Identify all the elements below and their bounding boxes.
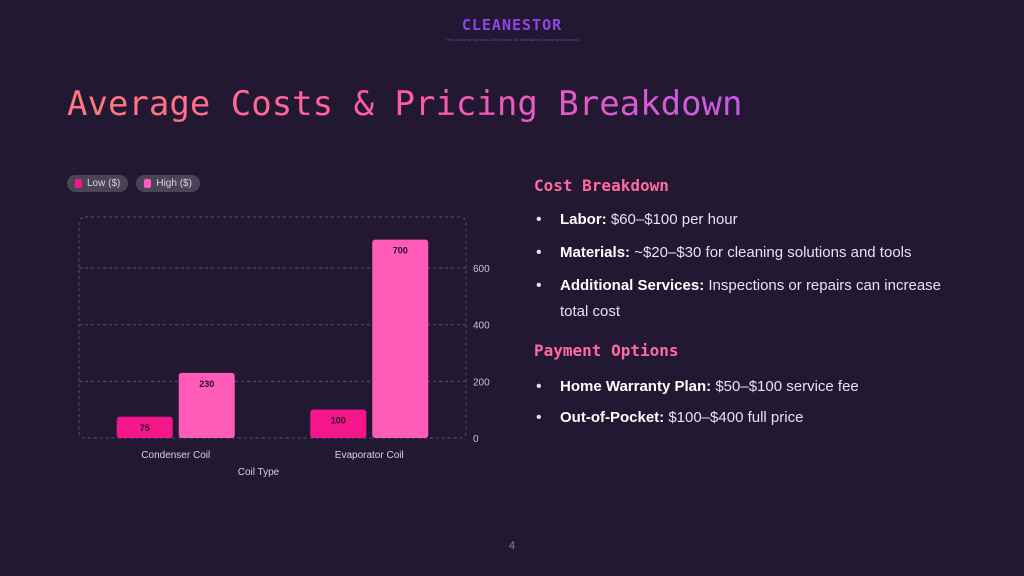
list-item: Additional Services: Inspections or repa… (534, 273, 954, 325)
bullet-text: Inspections or repairs can increase tota… (560, 277, 942, 320)
bullet-label: Additional Services: (560, 277, 705, 294)
section-heading-payment: Payment Options (534, 341, 679, 360)
legend-item-low[interactable]: Low ($) (67, 175, 129, 192)
legend-item-high[interactable]: High ($) (136, 175, 200, 192)
bullet-label: Labor: (560, 211, 607, 228)
legend-label-high: High ($) (156, 178, 192, 189)
bar-low (310, 409, 367, 438)
bullet-label: Home Warranty Plan: (560, 378, 712, 395)
cost-breakdown-list: Labor: $60–$100 per hour Materials: ~$20… (534, 207, 954, 325)
section-heading-cost: Cost Breakdown (534, 176, 669, 195)
y-tick-label: 400 (473, 321, 490, 332)
legend-swatch-high (144, 179, 152, 188)
chart-legend: Low ($) High ($) (67, 175, 200, 192)
data-label: 75 (140, 423, 150, 433)
data-label: 230 (199, 379, 214, 389)
bullet-label: Materials: (560, 244, 631, 261)
list-item: Home Warranty Plan: $50–$100 service fee (534, 374, 954, 400)
data-label: 100 (331, 416, 346, 426)
page-title: Average Costs & Pricing Breakdown (67, 84, 743, 124)
data-label: 700 (393, 246, 408, 256)
legend-label-low: Low ($) (87, 178, 121, 189)
legend-swatch-low (75, 179, 82, 188)
bullet-text: ~$20–$30 for cleaning solutions and tool… (634, 244, 912, 261)
y-tick-label: 0 (473, 434, 479, 445)
plot-frame (78, 216, 467, 439)
list-item: Out-of-Pocket: $100–$400 full price (534, 405, 954, 431)
bar-low (116, 416, 173, 438)
brand-logo: CLEANESTOR The Cleaning Service CoilNet … (0, 16, 1024, 42)
x-tick-label: Evaporator Coil (335, 450, 404, 461)
bullet-label: Out-of-Pocket: (560, 409, 665, 426)
x-axis-title: Coil Type (238, 467, 280, 478)
brand-tagline: The Cleaning Service CoilNet and Air Ven… (445, 37, 579, 42)
page-number: 4 (508, 540, 516, 552)
payment-options-list: Home Warranty Plan: $50–$100 service fee… (534, 374, 954, 431)
info-panel: Cost Breakdown Labor: $60–$100 per hour … (534, 176, 954, 431)
bullet-text: $50–$100 service fee (715, 378, 859, 395)
list-item: Labor: $60–$100 per hour (534, 207, 954, 233)
list-item: Materials: ~$20–$30 for cleaning solutio… (534, 240, 954, 266)
x-tick-label: Condenser Coil (141, 450, 210, 461)
bar-high (178, 372, 235, 438)
bar-high (372, 239, 429, 438)
bullet-text: $60–$100 per hour (610, 211, 738, 228)
y-tick-label: 600 (473, 264, 490, 275)
y-tick-label: 200 (473, 377, 490, 388)
bullet-text: $100–$400 full price (668, 409, 804, 426)
brand-wordmark: CLEANESTOR (461, 16, 563, 34)
